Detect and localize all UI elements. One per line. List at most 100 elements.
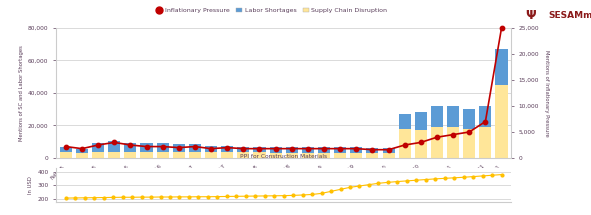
Point	[213, 195, 222, 198]
Point	[421, 178, 430, 181]
Point	[411, 178, 421, 182]
Point	[345, 186, 355, 189]
Bar	[285, 153, 298, 158]
Point	[147, 195, 156, 199]
Point	[368, 148, 377, 151]
Point	[93, 143, 103, 147]
Point	[109, 141, 119, 144]
Bar	[173, 144, 185, 152]
Bar	[479, 106, 492, 127]
Point	[440, 177, 449, 180]
Point	[194, 195, 203, 198]
Point	[459, 176, 469, 179]
Point	[174, 146, 184, 149]
Point	[89, 196, 99, 199]
Bar	[382, 153, 395, 158]
Point	[303, 147, 313, 150]
Bar	[141, 143, 152, 152]
Point	[497, 26, 506, 30]
Bar	[318, 147, 330, 153]
Point	[156, 195, 165, 199]
Point	[432, 135, 441, 139]
Point	[430, 177, 440, 181]
Bar	[302, 153, 314, 158]
Bar	[124, 143, 137, 152]
Point	[126, 143, 135, 147]
Point	[392, 180, 402, 183]
Point	[137, 195, 147, 199]
Bar	[415, 112, 427, 130]
Bar	[447, 106, 459, 127]
Y-axis label: Mentions of Inflationary Pressure: Mentions of Inflationary Pressure	[544, 50, 549, 136]
Point	[260, 194, 269, 198]
Bar	[318, 153, 330, 158]
Point	[298, 193, 307, 197]
Point	[352, 147, 361, 150]
Bar	[350, 147, 362, 153]
Point	[469, 175, 478, 178]
Bar	[463, 129, 475, 158]
Bar	[157, 143, 168, 152]
Point	[80, 196, 89, 200]
Bar	[254, 147, 265, 152]
Text: Ψ: Ψ	[525, 9, 536, 22]
Point	[364, 183, 374, 186]
Point	[232, 195, 241, 198]
Point	[336, 188, 345, 191]
Bar	[447, 127, 459, 158]
Y-axis label: In USD: In USD	[28, 176, 33, 194]
Bar	[334, 147, 346, 153]
Point	[206, 147, 216, 150]
Point	[465, 130, 474, 134]
Bar	[92, 143, 104, 152]
Bar	[285, 147, 298, 153]
Point	[61, 145, 70, 148]
Bar	[366, 153, 378, 158]
Point	[251, 194, 260, 198]
Point	[158, 145, 167, 148]
Y-axis label: Mentions of SC and Labor Shortages: Mentions of SC and Labor Shortages	[19, 45, 24, 141]
Point	[383, 181, 392, 184]
Point	[77, 147, 87, 150]
Bar	[221, 152, 233, 158]
Bar	[205, 152, 217, 158]
Bar	[382, 148, 395, 153]
Point	[255, 147, 264, 150]
Point	[269, 194, 279, 198]
Bar	[189, 152, 201, 158]
Point	[488, 174, 497, 177]
Point	[61, 196, 70, 200]
Bar	[60, 147, 72, 152]
Point	[239, 147, 248, 150]
Bar	[302, 147, 314, 153]
Point	[497, 173, 506, 176]
Point	[384, 148, 393, 151]
Point	[307, 193, 317, 196]
Point	[184, 195, 194, 199]
Point	[478, 174, 488, 178]
Bar	[495, 85, 508, 158]
Bar	[173, 152, 185, 158]
Bar	[124, 152, 137, 158]
Bar	[463, 109, 475, 129]
Point	[109, 196, 118, 199]
Point	[449, 176, 459, 180]
Bar	[334, 153, 346, 158]
Point	[400, 143, 410, 147]
Bar	[205, 146, 217, 152]
Point	[374, 182, 383, 185]
Text: SESAMm: SESAMm	[548, 11, 591, 20]
Point	[402, 179, 411, 183]
Point	[203, 195, 213, 198]
Bar	[495, 49, 508, 85]
Point	[165, 195, 175, 199]
Point	[326, 190, 336, 193]
Point	[288, 194, 298, 197]
Point	[416, 141, 426, 144]
Bar	[157, 152, 168, 158]
Bar	[399, 129, 411, 158]
Point	[128, 196, 137, 199]
Bar	[108, 152, 121, 158]
Bar	[269, 153, 282, 158]
Point	[317, 192, 326, 195]
